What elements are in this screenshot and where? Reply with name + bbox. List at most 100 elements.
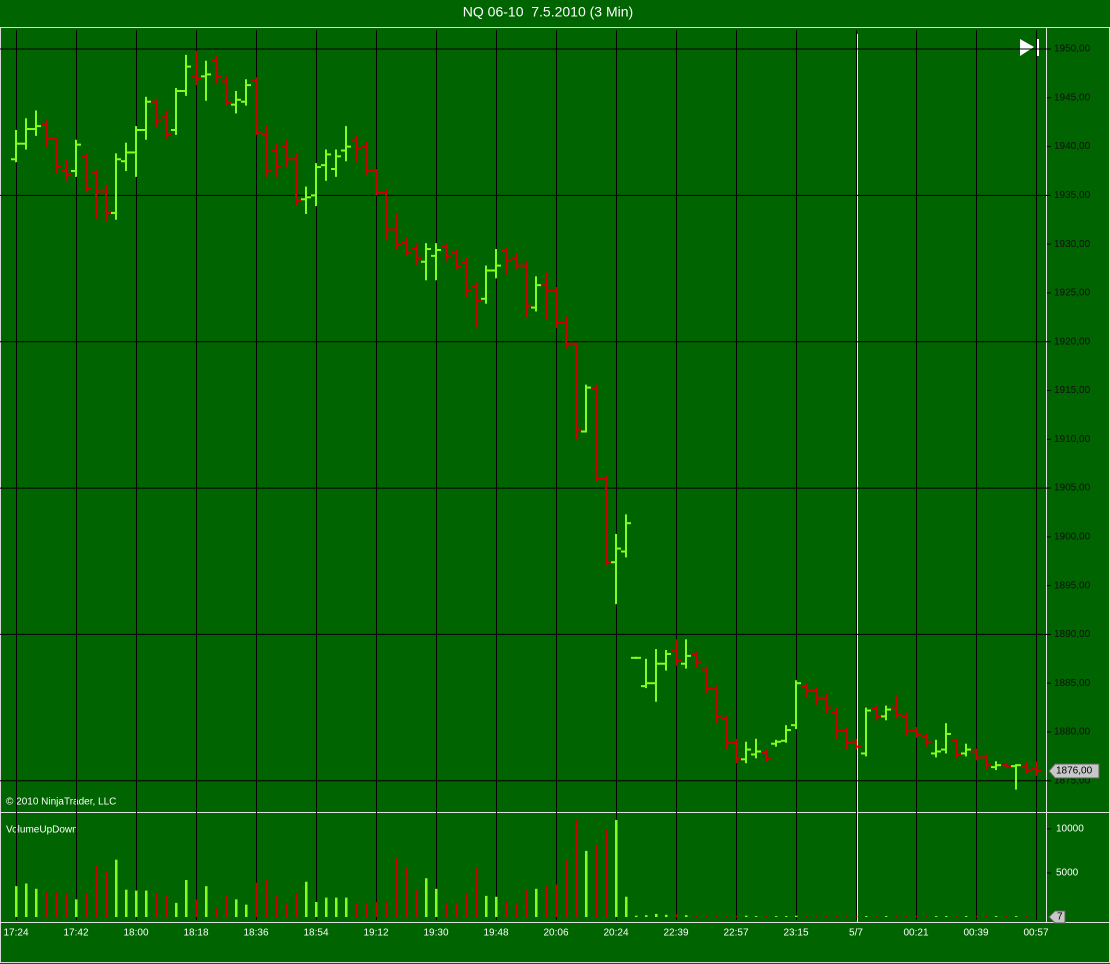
volume-bar — [635, 915, 638, 917]
volume-bar — [565, 859, 568, 917]
last-volume-label: 7 — [1057, 912, 1063, 923]
volume-bar — [615, 820, 618, 917]
volume-bar — [845, 916, 848, 917]
volume-bar — [335, 897, 338, 917]
volume-bar — [185, 879, 188, 917]
volume-bar — [675, 914, 678, 917]
x-tick-label: 19:12 — [363, 928, 388, 939]
volume-bar — [935, 916, 938, 917]
volume-bar — [265, 879, 268, 917]
volume-bar — [435, 888, 438, 917]
volume-bar — [415, 889, 418, 917]
last-price-marker — [1048, 763, 1100, 779]
y-tick-label: 1940,00 — [1054, 141, 1091, 152]
x-tick-label: 20:24 — [603, 928, 628, 939]
volume-bar — [825, 916, 828, 917]
volume-bar — [105, 872, 108, 917]
volume-bar — [1005, 916, 1008, 917]
x-tick-label: 18:18 — [183, 928, 208, 939]
volume-bar — [495, 896, 498, 917]
volume-bar — [325, 897, 328, 917]
volume-bar — [805, 916, 808, 917]
y-tick-label: 1885,00 — [1054, 678, 1091, 689]
x-tick-label: 18:54 — [303, 928, 328, 939]
volume-bar — [485, 895, 488, 917]
volume-bar — [405, 867, 408, 917]
volume-bar — [205, 886, 208, 917]
x-tick-label: 5/7 — [849, 928, 863, 939]
volume-bar — [85, 893, 88, 917]
volume-bar — [995, 916, 998, 917]
volume-bar — [235, 899, 238, 917]
volume-bar — [775, 916, 778, 917]
volume-bar — [285, 903, 288, 917]
play-icon[interactable] — [1020, 39, 1034, 56]
volume-bar — [525, 889, 528, 917]
volume-bar — [125, 889, 128, 917]
volume-bar — [555, 884, 558, 917]
volume-bar — [35, 888, 38, 917]
volume-bar — [725, 916, 728, 917]
volume-bar — [875, 916, 878, 917]
volume-bar — [295, 893, 298, 917]
volume-bar — [55, 892, 58, 917]
y-tick-label: 10000 — [1056, 824, 1084, 835]
x-tick-label: 23:15 — [783, 928, 808, 939]
volume-bar — [685, 915, 688, 917]
volume-bar — [645, 915, 648, 917]
scroll-end-button[interactable] — [1020, 39, 1039, 56]
y-tick-label: 1890,00 — [1054, 629, 1091, 640]
volume-bar — [605, 829, 608, 917]
volume-bar — [1015, 916, 1018, 917]
volume-bar — [175, 902, 178, 917]
volume-bar — [195, 899, 198, 917]
volume-bar — [245, 904, 248, 917]
x-tick-label: 22:39 — [663, 928, 688, 939]
volume-bar — [595, 844, 598, 917]
volume-bar — [785, 916, 788, 917]
volume-bar — [215, 907, 218, 917]
x-tick-label: 17:24 — [3, 928, 28, 939]
y-tick-label: 1915,00 — [1054, 385, 1091, 396]
volume-bar — [465, 894, 468, 917]
volume-bar — [95, 865, 98, 917]
volume-bar — [925, 916, 928, 917]
volume-bar — [395, 857, 398, 917]
volume-bar — [535, 888, 538, 917]
y-tick-label: 1930,00 — [1054, 239, 1091, 250]
volume-bar — [15, 886, 18, 917]
x-tick-label: 22:57 — [723, 928, 748, 939]
volume-bar — [585, 850, 588, 917]
volume-bar — [705, 915, 708, 917]
volume-bar — [665, 914, 668, 917]
last-price-label: 1876,00 — [1056, 766, 1093, 777]
volume-bar — [945, 916, 948, 917]
volume-bar — [135, 890, 138, 917]
volume-bar — [25, 883, 28, 917]
y-tick-label: 5000 — [1056, 868, 1079, 879]
y-tick-label: 1875,00 — [1054, 775, 1091, 786]
volume-bar — [745, 915, 748, 917]
chart-title: NQ 06-10 7.5.2010 (3 Min) — [463, 4, 633, 20]
x-tick-label: 00:21 — [903, 928, 928, 939]
volume-bar — [895, 915, 898, 917]
x-tick-label: 18:00 — [123, 928, 148, 939]
y-tick-label: 1880,00 — [1054, 727, 1091, 738]
volume-bar — [505, 901, 508, 917]
volume-bar — [425, 878, 428, 917]
end-icon[interactable] — [1036, 39, 1039, 56]
copyright: © 2010 NinjaTrader, LLC — [6, 797, 116, 808]
volume-bar — [545, 885, 548, 917]
volume-bar — [955, 916, 958, 917]
indicator-title: VolumeUpDown — [6, 825, 78, 836]
volume-bar — [255, 882, 258, 917]
volume-bar — [475, 867, 478, 917]
volume-bar — [655, 913, 658, 917]
x-tick-label: 00:57 — [1023, 928, 1048, 939]
volume-bar — [755, 916, 758, 917]
y-tick-label: 1910,00 — [1054, 434, 1091, 445]
volume-bar — [365, 903, 368, 917]
x-tick-label: 20:06 — [543, 928, 568, 939]
